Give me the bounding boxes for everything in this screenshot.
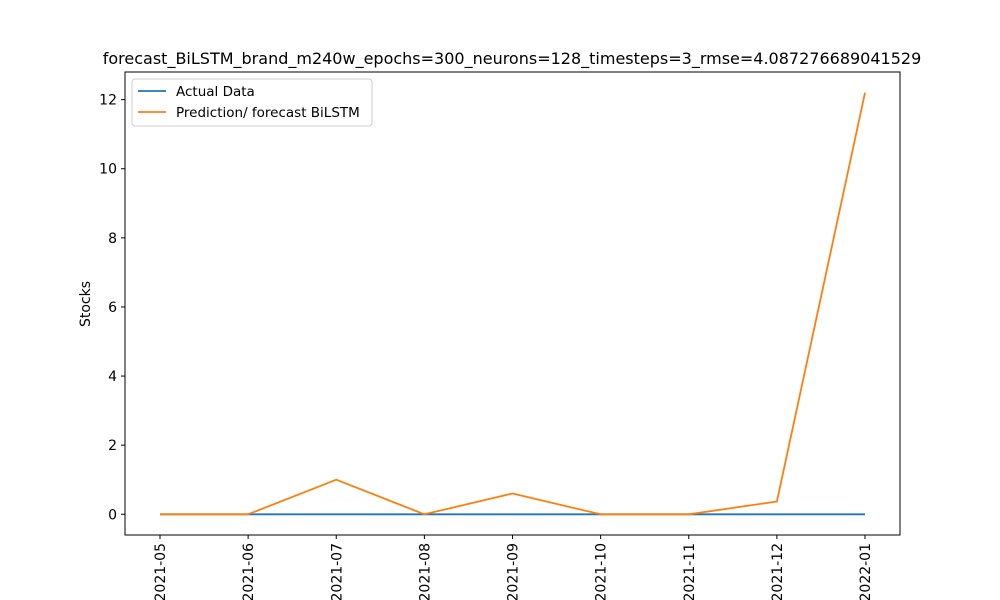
x-tick-label: 2021-06 — [241, 543, 257, 600]
x-tick-label: 2021-05 — [153, 543, 169, 600]
y-tick-label: 8 — [108, 231, 117, 247]
y-axis-label: Stocks — [78, 281, 94, 327]
x-tick-label: 2021-08 — [417, 543, 433, 600]
y-tick-label: 0 — [108, 507, 117, 523]
x-tick-label: 2021-12 — [770, 543, 786, 600]
x-tick-label: 2021-09 — [506, 543, 522, 600]
legend-label: Actual Data — [176, 84, 255, 100]
x-tick-label: 2022-01 — [858, 543, 874, 600]
y-tick-label: 10 — [99, 162, 117, 178]
x-tick-label: 2021-10 — [594, 543, 610, 600]
legend-label: Prediction/ forecast BiLSTM — [176, 105, 360, 121]
series-line-prediction — [160, 92, 866, 516]
y-tick-label: 6 — [108, 300, 117, 316]
y-tick-label: 2 — [108, 438, 117, 454]
x-tick-label: 2021-11 — [682, 543, 698, 600]
y-tick-label: 12 — [99, 93, 117, 109]
legend-box — [131, 78, 373, 127]
x-tick-label: 2021-07 — [329, 543, 345, 600]
chart-title: forecast_BiLSTM_brand_m240w_epochs=300_n… — [103, 49, 922, 69]
y-tick-label: 4 — [108, 369, 117, 385]
plot-area-frame — [124, 71, 901, 536]
